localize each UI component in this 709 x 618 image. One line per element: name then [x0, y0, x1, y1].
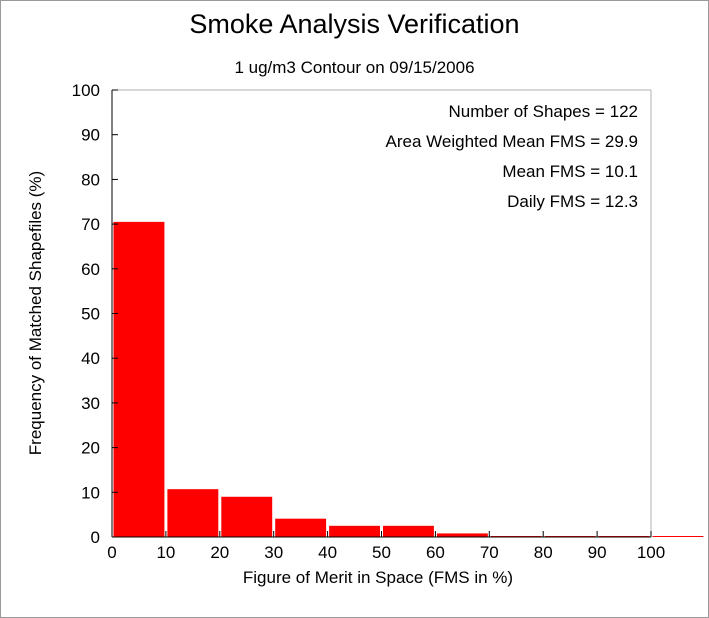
x-tick-label: 0 [107, 543, 116, 562]
x-axis-label: Figure of Merit in Space (FMS in %) [242, 568, 514, 587]
y-tick-label: 80 [81, 170, 100, 189]
x-tick-label: 100 [637, 543, 665, 562]
y-tick-label: 60 [81, 260, 100, 279]
histogram-bar [167, 489, 219, 537]
y-tick-label: 40 [81, 349, 100, 368]
histogram-bar [329, 525, 380, 537]
y-tick-label: 0 [91, 528, 100, 547]
x-tick-label: 30 [264, 543, 283, 562]
stats-annotation: Daily FMS = 12.3 [507, 192, 638, 211]
histogram-bar [275, 518, 327, 537]
histogram-bar [652, 536, 704, 537]
histogram-bar [383, 525, 434, 537]
x-tick-label: 70 [480, 543, 499, 562]
stats-annotation: Number of Shapes = 122 [449, 102, 638, 121]
x-tick-label: 60 [426, 543, 445, 562]
y-tick-label: 70 [81, 215, 100, 234]
x-tick-label: 50 [372, 543, 391, 562]
y-tick-label: 10 [81, 483, 100, 502]
x-tick-label: 20 [210, 543, 229, 562]
x-tick-label: 80 [534, 543, 553, 562]
y-tick-label: 100 [72, 81, 100, 100]
y-tick-label: 20 [81, 439, 100, 458]
x-tick-label: 10 [156, 543, 175, 562]
chart-title: Smoke Analysis Verification [189, 9, 520, 39]
histogram-bar [436, 533, 488, 537]
chart-subtitle: 1 ug/m3 Contour on 09/15/2006 [234, 58, 475, 77]
stats-annotation: Area Weighted Mean FMS = 29.9 [386, 132, 638, 151]
histogram-bar [113, 221, 165, 538]
x-tick-label: 90 [588, 543, 607, 562]
y-tick-label: 30 [81, 394, 100, 413]
y-tick-label: 90 [81, 126, 100, 145]
histogram-bar [221, 496, 273, 537]
stats-annotation: Mean FMS = 10.1 [502, 162, 638, 181]
x-tick-label: 40 [318, 543, 337, 562]
y-tick-label: 50 [81, 305, 100, 324]
